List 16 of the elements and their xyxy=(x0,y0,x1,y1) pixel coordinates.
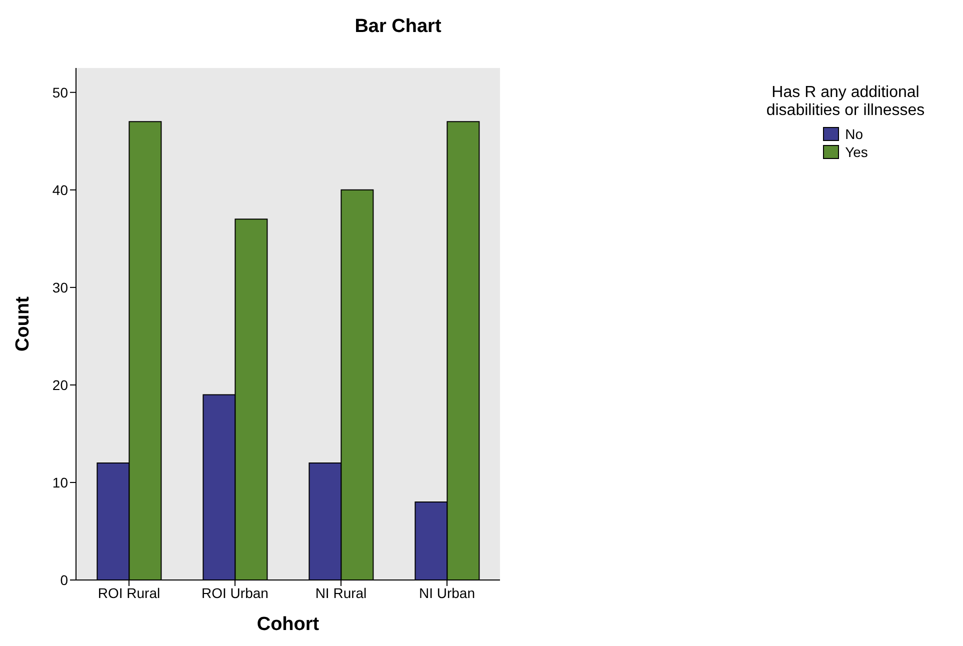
chart-title: Bar Chart xyxy=(354,16,442,38)
legend-label: Yes xyxy=(845,144,868,160)
x-tick-label: NI Urban xyxy=(418,584,476,601)
x-axis-title: Cohort xyxy=(256,614,320,635)
y-tick-label: 0 xyxy=(60,572,68,588)
x-tick-label: ROI Urban xyxy=(202,584,268,601)
legend-label: No xyxy=(845,126,863,142)
y-tick-label: 30 xyxy=(52,279,68,296)
y-tick-label: 20 xyxy=(52,376,68,393)
y-axis-title: Count xyxy=(12,296,34,352)
y-tick-label: 40 xyxy=(52,182,68,198)
legend-title: Has R any additional disabilities or illnesses xyxy=(765,84,926,120)
y-tick-label: 10 xyxy=(52,474,68,490)
y-tick-label: 50 xyxy=(52,84,68,100)
x-tick-label: NI Rural xyxy=(315,584,367,601)
x-tick-label: ROI Rural xyxy=(98,584,160,601)
